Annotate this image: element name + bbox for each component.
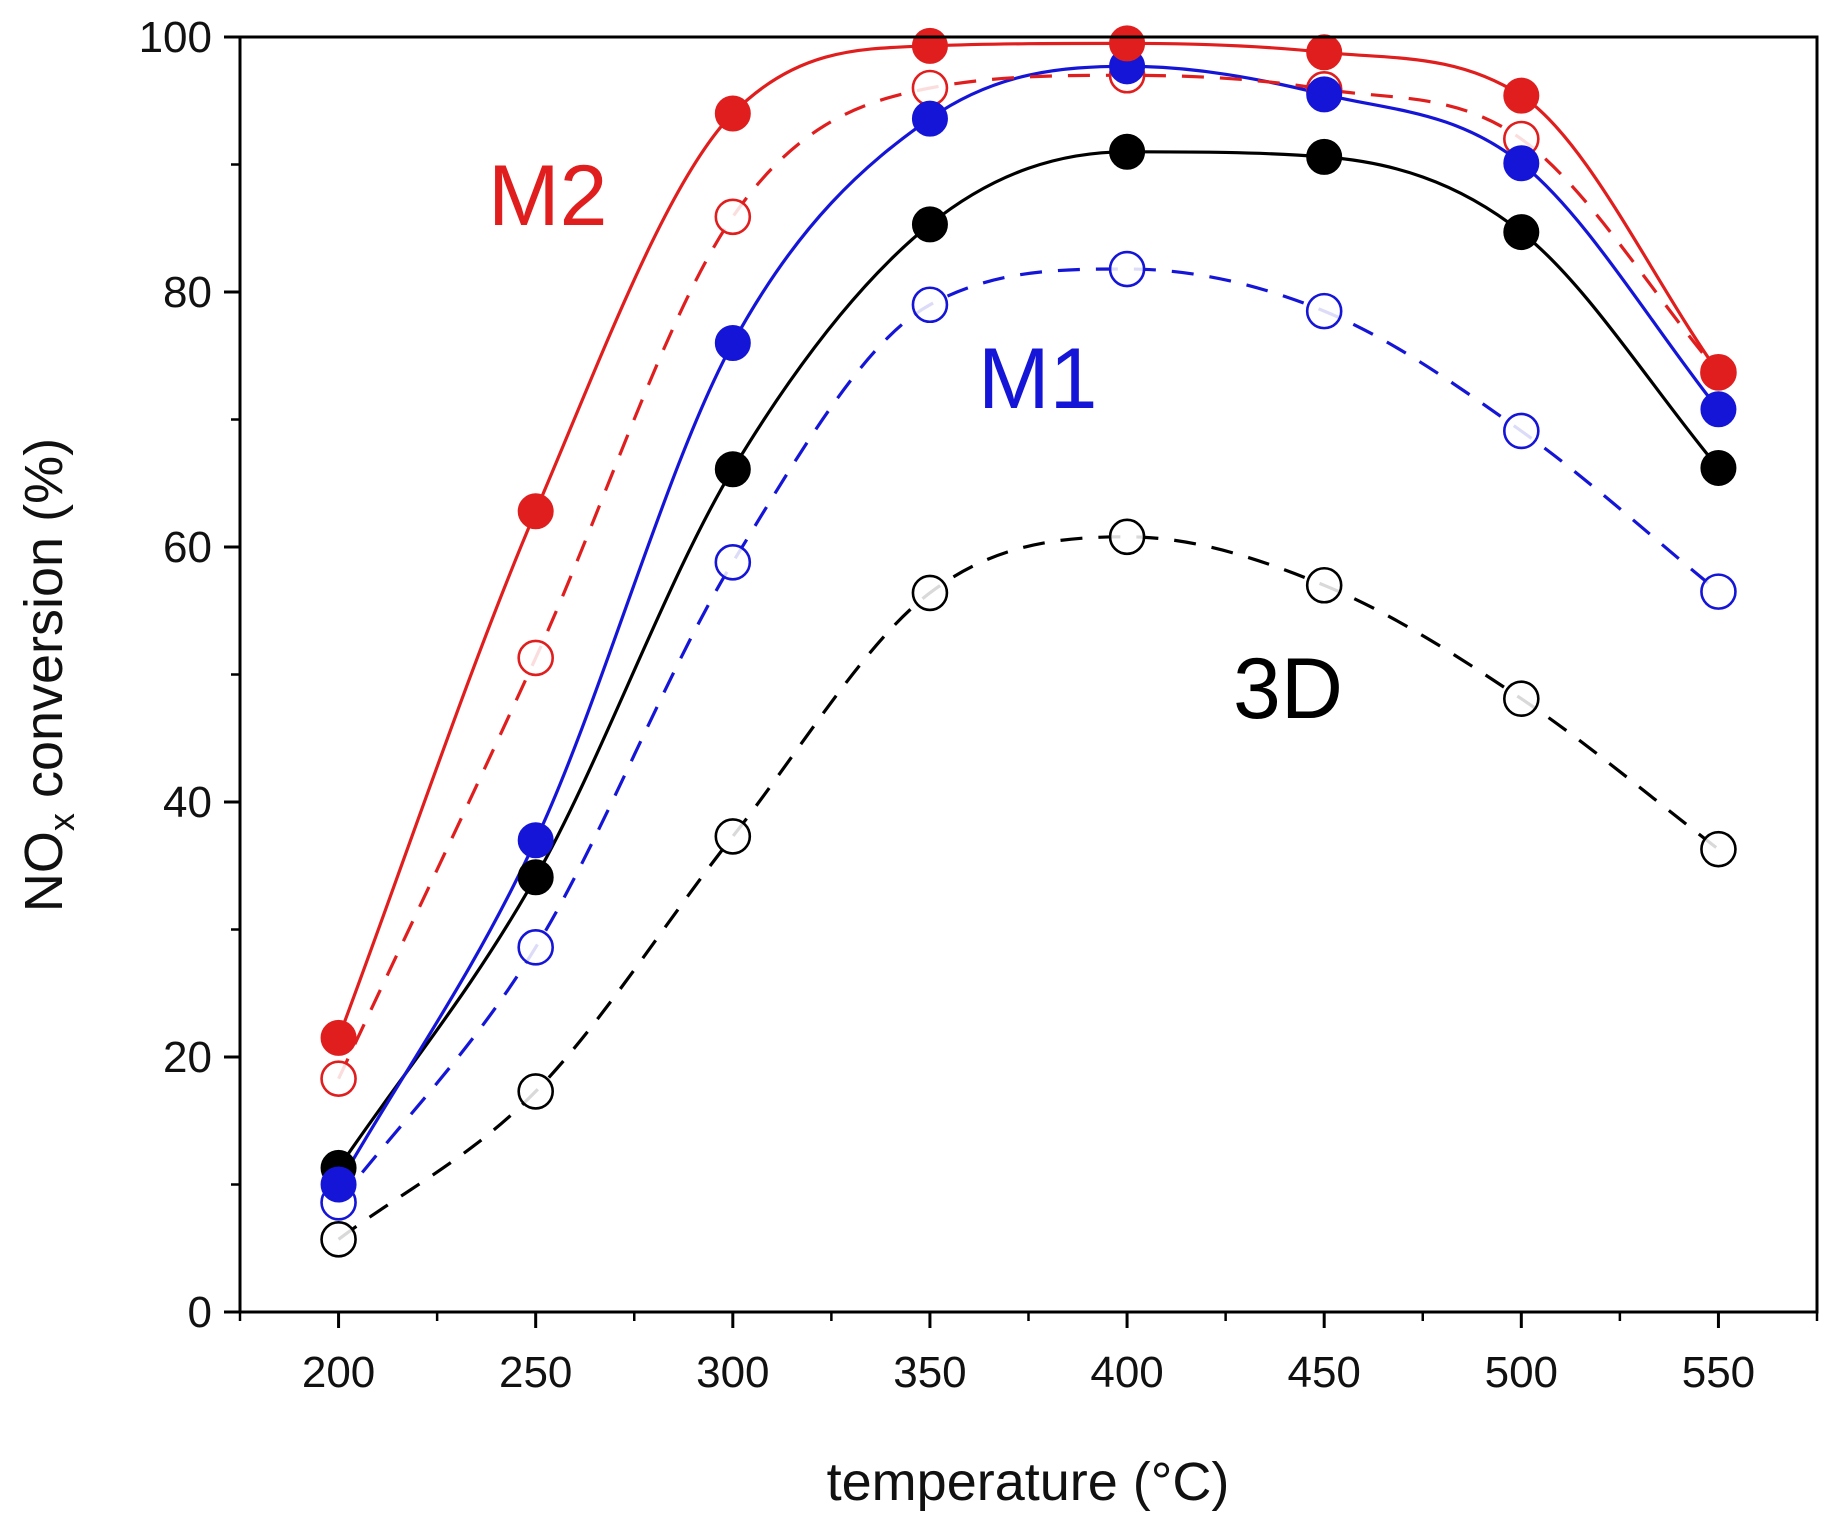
data-point-m2-open-200 xyxy=(320,1060,357,1097)
data-point-m2-filled-200 xyxy=(320,1019,357,1056)
series-line-m1-open xyxy=(337,267,1720,1204)
data-point-m2-open-350 xyxy=(911,69,949,107)
data-point-3d-open-400 xyxy=(1108,518,1146,556)
data-point-m2-open-250 xyxy=(517,639,554,677)
x-tick-label-350: 350 xyxy=(893,1348,966,1397)
plot-frame xyxy=(238,35,1819,1314)
data-point-m2-filled-350 xyxy=(911,27,948,64)
annotation-m1: M1 xyxy=(978,331,1097,427)
data-point-3d-open-450 xyxy=(1305,566,1343,604)
data-point-m2-filled-550 xyxy=(1700,354,1737,391)
y-tick-label-80: 80 xyxy=(163,268,212,317)
data-point-m2-open-300 xyxy=(714,198,752,236)
y-tick-label-60: 60 xyxy=(163,523,212,572)
data-point-3d-open-550 xyxy=(1700,830,1737,868)
data-point-m1-open-450 xyxy=(1305,292,1343,330)
x-tick-label-550: 550 xyxy=(1682,1348,1755,1397)
data-point-3d-open-300 xyxy=(714,818,752,855)
data-point-m1-filled-250 xyxy=(517,822,554,859)
data-point-3d-filled-300 xyxy=(714,451,751,488)
data-point-3d-filled-450 xyxy=(1306,138,1343,175)
x-tick-label-300: 300 xyxy=(696,1348,769,1397)
data-point-m2-filled-250 xyxy=(517,493,554,530)
y-axis-title-subscript: x xyxy=(41,813,82,831)
data-point-m1-open-500 xyxy=(1503,412,1540,450)
series-line-3d-open xyxy=(337,535,1720,1241)
data-point-m1-open-300 xyxy=(714,543,752,581)
data-point-m1-open-550 xyxy=(1700,573,1737,610)
data-point-m1-filled-500 xyxy=(1503,145,1540,182)
y-tick-label-0: 0 xyxy=(188,1288,212,1337)
data-point-m1-filled-300 xyxy=(714,325,751,361)
data-point-3d-open-200 xyxy=(320,1221,357,1258)
y-axis-title-main: NO xyxy=(14,831,74,912)
data-point-m1-filled-350 xyxy=(911,100,948,137)
data-point-3d-filled-250 xyxy=(517,859,554,896)
y-tick-label-100: 100 xyxy=(139,13,212,62)
data-point-m2-filled-500 xyxy=(1503,77,1540,114)
data-point-3d-open-250 xyxy=(517,1073,554,1110)
x-tick-label-200: 200 xyxy=(302,1348,375,1397)
data-point-m1-open-350 xyxy=(911,286,949,324)
annotation-3d: 3D xyxy=(1233,641,1343,737)
data-point-m1-filled-550 xyxy=(1700,391,1737,428)
x-tick-label-400: 400 xyxy=(1090,1348,1163,1397)
data-point-m1-open-400 xyxy=(1108,250,1146,288)
x-tick-label-250: 250 xyxy=(499,1348,572,1397)
annotation-m2: M2 xyxy=(488,148,607,244)
x-tick-label-450: 450 xyxy=(1287,1348,1360,1397)
data-point-3d-open-500 xyxy=(1503,680,1540,718)
data-point-m2-filled-400 xyxy=(1109,25,1146,62)
x-axis-title: temperature (°C) xyxy=(827,1452,1230,1512)
data-point-3d-filled-500 xyxy=(1503,214,1540,251)
data-point-m2-filled-450 xyxy=(1306,34,1343,71)
data-point-3d-filled-550 xyxy=(1700,449,1737,486)
y-axis-title: NOx conversion (%) xyxy=(14,438,82,912)
data-point-3d-filled-400 xyxy=(1109,133,1146,170)
y-tick-label-20: 20 xyxy=(163,1033,212,1082)
y-axis-title-rest: conversion (%) xyxy=(14,438,74,813)
marker-layer xyxy=(320,25,1737,1258)
data-point-m1-filled-200 xyxy=(320,1166,357,1203)
data-point-3d-open-350 xyxy=(911,574,949,612)
y-tick-label-40: 40 xyxy=(163,778,212,827)
data-point-m2-filled-300 xyxy=(714,95,751,132)
tick-layer: 200 250 300 350 400 450 500 550 0 20 40 60 80 100 xyxy=(139,13,1819,1397)
data-point-3d-filled-350 xyxy=(911,206,948,243)
data-point-m1-filled-450 xyxy=(1306,76,1343,113)
x-tick-label-500: 500 xyxy=(1485,1348,1558,1397)
data-point-m1-open-250 xyxy=(517,929,554,966)
